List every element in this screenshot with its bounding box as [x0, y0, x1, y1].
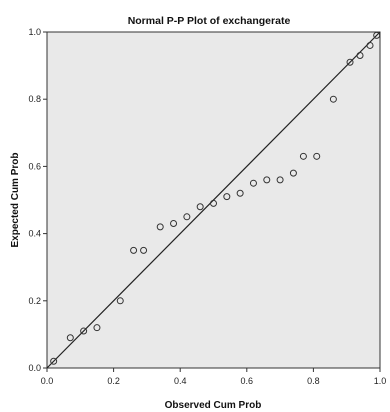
x-tick-label-3: 0.6 [241, 376, 254, 386]
data-point-11 [196, 203, 204, 211]
data-point-18 [289, 169, 297, 177]
data-point-16 [263, 176, 271, 184]
data-point-5 [116, 297, 124, 305]
data-point-23 [356, 52, 364, 60]
data-point-15 [249, 179, 257, 187]
x-axis-title: Observed Cum Prob [165, 400, 262, 411]
data-point-4 [93, 324, 101, 332]
data-point-24 [366, 41, 374, 49]
data-point-3 [80, 327, 88, 335]
chart-title: Normal P-P Plot of exchangerate [128, 15, 291, 27]
y-tick-label-5: 1.0 [28, 27, 41, 37]
y-axis-ticks: 0.0 0.2 0.4 0.6 0.8 1.0 [28, 27, 47, 373]
x-tick-label-0: 0.0 [41, 376, 54, 386]
y-tick-label-4: 0.8 [28, 94, 41, 104]
y-tick-label-0: 0.0 [28, 363, 41, 373]
data-point-22 [346, 58, 354, 66]
data-point-7 [140, 246, 148, 254]
data-points [50, 31, 381, 365]
data-point-13 [223, 193, 231, 201]
x-tick-label-1: 0.2 [107, 376, 120, 386]
x-tick-label-2: 0.4 [174, 376, 187, 386]
data-point-2 [66, 334, 74, 342]
data-point-19 [299, 152, 307, 160]
data-point-9 [170, 220, 178, 228]
data-point-17 [276, 176, 284, 184]
x-axis-ticks: 0.0 0.2 0.4 0.6 0.8 1.0 [41, 368, 387, 386]
data-point-14 [236, 189, 244, 197]
data-point-1 [50, 357, 58, 365]
y-tick-label-1: 0.2 [28, 296, 41, 306]
data-point-10 [183, 213, 191, 221]
x-tick-label-5: 1.0 [374, 376, 387, 386]
data-point-8 [156, 223, 164, 231]
data-point-20 [313, 152, 321, 160]
data-point-12 [210, 199, 217, 207]
y-tick-label-3: 0.6 [28, 161, 41, 171]
data-point-6 [130, 246, 138, 254]
data-point-21 [329, 95, 337, 103]
x-tick-label-4: 0.8 [307, 376, 320, 386]
y-axis-title: Expected Cum Prob [10, 152, 21, 247]
y-tick-label-2: 0.4 [28, 229, 41, 239]
data-point-25 [373, 31, 381, 39]
